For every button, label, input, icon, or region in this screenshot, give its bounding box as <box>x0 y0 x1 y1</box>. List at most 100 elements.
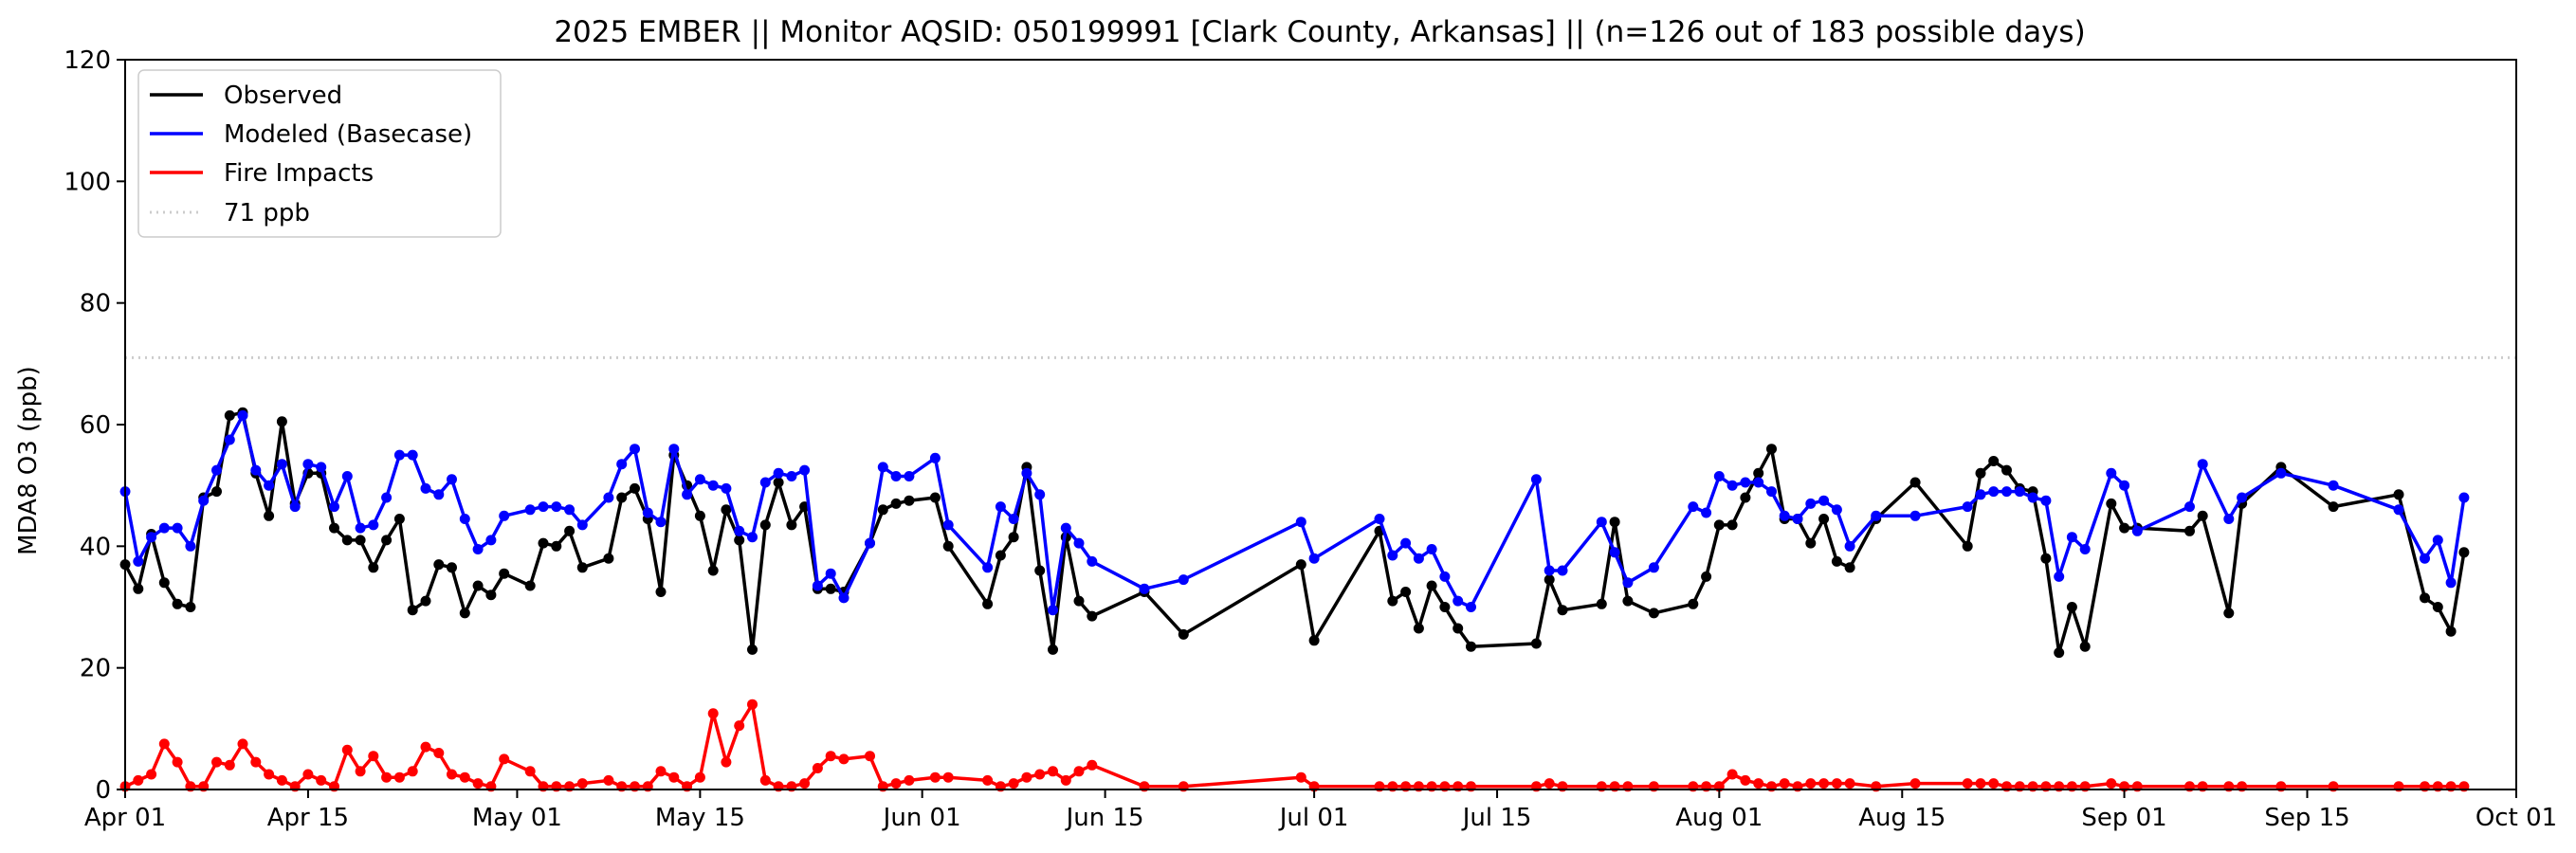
data-point-modeled <box>1387 550 1398 561</box>
data-point-observed <box>1648 608 1659 619</box>
data-point-modeled <box>158 522 170 534</box>
data-point-modeled <box>1609 547 1620 558</box>
y-axis-label: MDA8 O3 (ppb) <box>14 366 43 555</box>
data-point-modeled <box>865 537 875 549</box>
series-line-observed <box>123 410 2466 655</box>
data-point-modeled <box>2393 504 2404 516</box>
data-point-modeled <box>786 471 797 481</box>
data-point-observed <box>2040 553 2052 564</box>
data-point-observed <box>368 562 379 573</box>
data-point-observed <box>1844 562 1855 573</box>
data-point-modeled <box>1844 540 1855 552</box>
x-tick-label: Apr 01 <box>84 804 166 832</box>
data-point-fire <box>1544 778 1555 789</box>
data-point-observed <box>1308 635 1320 646</box>
data-point-observed <box>2432 602 2443 612</box>
data-point-observed <box>2328 501 2339 513</box>
data-point-observed <box>747 644 758 655</box>
data-point-modeled <box>2432 535 2443 546</box>
data-point-observed <box>1753 467 1764 479</box>
data-point-fire <box>146 769 157 780</box>
data-point-modeled <box>799 464 811 476</box>
data-point-modeled <box>2420 553 2430 564</box>
data-point-modeled <box>1466 602 1476 612</box>
data-point-observed <box>341 535 353 546</box>
x-tick-label: Jul 15 <box>1461 804 1532 832</box>
data-point-modeled <box>1818 495 1830 506</box>
data-point-observed <box>485 590 497 601</box>
legend-reference-label: 71 ppb <box>224 199 310 227</box>
data-point-modeled <box>982 562 994 573</box>
legend-modeled-label: Modeled (Basecase) <box>224 120 472 149</box>
data-point-modeled <box>2237 492 2248 503</box>
data-point-fire <box>838 753 850 765</box>
data-point-modeled <box>381 492 393 503</box>
data-point-observed <box>1962 540 1973 552</box>
data-point-observed <box>1609 517 1620 528</box>
data-point-modeled <box>1701 507 1712 518</box>
y-tick-label: 60 <box>80 411 111 440</box>
data-point-fire <box>799 778 811 789</box>
data-point-observed <box>630 482 640 494</box>
data-point-modeled <box>877 462 888 473</box>
data-point-observed <box>707 565 719 576</box>
data-point-modeled <box>1073 537 1085 549</box>
data-point-observed <box>2119 522 2130 534</box>
data-point-modeled <box>538 501 549 513</box>
data-point-modeled <box>2054 571 2065 582</box>
data-point-observed <box>1688 598 1699 609</box>
data-point-observed <box>1048 644 1058 655</box>
data-point-modeled <box>485 535 497 546</box>
data-point-modeled <box>133 555 144 567</box>
data-point-observed <box>2054 647 2065 659</box>
data-point-modeled <box>341 471 353 481</box>
x-tick-label: Oct 01 <box>2476 804 2557 832</box>
data-point-modeled <box>524 504 536 516</box>
data-point-fire <box>420 741 431 753</box>
data-point-observed <box>524 580 536 591</box>
data-point-modeled <box>2066 532 2077 543</box>
data-point-fire <box>1975 778 1986 789</box>
data-point-observed <box>576 562 588 573</box>
data-point-modeled <box>1178 574 1189 586</box>
data-point-observed <box>1426 580 1437 591</box>
data-point-modeled <box>942 519 954 531</box>
y-tick-label: 40 <box>80 533 111 561</box>
data-point-fire <box>1805 778 1817 789</box>
data-point-fire <box>341 744 353 755</box>
data-point-modeled <box>407 449 418 461</box>
data-point-fire <box>133 774 144 786</box>
data-point-fire <box>172 756 183 768</box>
data-point-modeled <box>1374 514 1385 524</box>
data-point-fire <box>929 771 941 783</box>
data-point-modeled <box>2027 492 2038 503</box>
data-point-modeled <box>1831 504 1842 516</box>
data-point-observed <box>133 583 144 594</box>
x-tick-label: May 15 <box>655 804 745 832</box>
data-point-modeled <box>1596 517 1607 528</box>
x-tick-label: Sep 15 <box>2264 804 2349 832</box>
data-point-fire <box>459 771 470 783</box>
data-point-observed <box>355 535 366 546</box>
data-point-observed <box>1295 559 1306 571</box>
data-point-observed <box>447 562 457 573</box>
data-point-observed <box>2001 464 2012 476</box>
data-point-fire <box>407 766 418 777</box>
y-tick-label: 80 <box>80 290 111 318</box>
x-tick-label: Apr 15 <box>267 804 349 832</box>
data-point-observed <box>172 598 183 609</box>
data-point-modeled <box>1048 605 1058 616</box>
data-point-modeled <box>289 501 301 513</box>
y-tick-label: 120 <box>64 46 111 75</box>
data-point-observed <box>942 540 954 552</box>
data-point-modeled <box>185 540 196 552</box>
data-point-observed <box>982 598 994 609</box>
data-point-observed <box>1544 574 1555 586</box>
data-point-modeled <box>1962 501 1973 513</box>
data-point-modeled <box>447 474 457 485</box>
data-point-observed <box>825 583 836 594</box>
data-point-modeled <box>1688 501 1699 513</box>
data-point-fire <box>1740 774 1751 786</box>
data-point-observed <box>2445 626 2457 637</box>
